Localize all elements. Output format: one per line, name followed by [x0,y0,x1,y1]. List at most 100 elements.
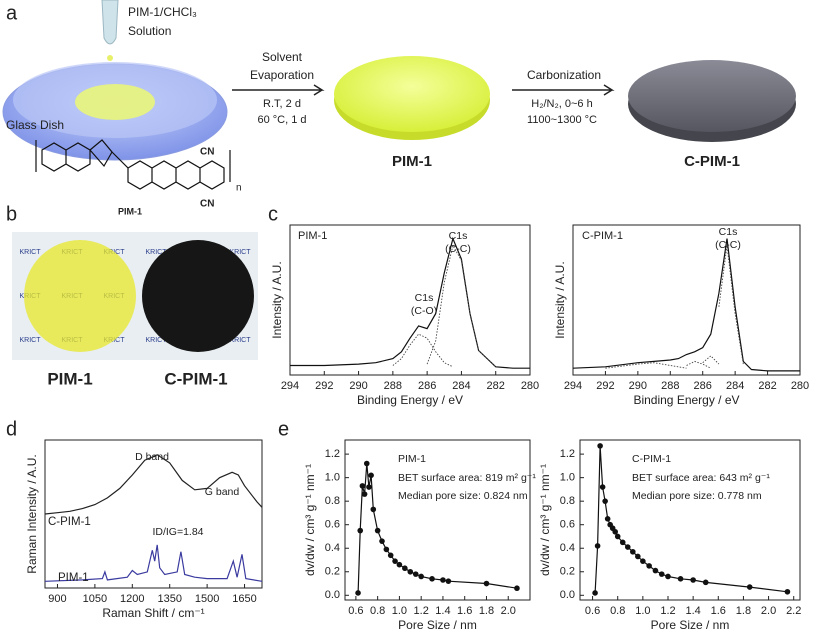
y-tick-label: 0.4 [325,542,340,554]
data-point [392,558,398,564]
logo-text: KRICT [20,337,42,344]
step-label: Evaporation [250,68,314,82]
product-label: PIM-1 [392,153,432,170]
y-axis-label: Intensity / A.U. [270,261,284,338]
x-tick-label: 286 [694,380,712,392]
y-axis-label: Raman Intensity / A.U. [25,454,39,573]
data-point [614,533,621,540]
data-point [407,568,414,575]
y-axis-label: dv/dw / cm³ g⁻¹ nm⁻¹ [303,464,317,576]
logo-text: KRICT [230,337,252,344]
data-point [658,571,665,577]
c-pim-1-film [628,60,796,132]
plot-frame [579,439,801,601]
data-point [412,571,419,577]
x-tick-label: 0.6 [585,605,600,617]
x-tick-label: 1.4 [435,605,450,617]
series-line [392,333,454,368]
y-tick-label: 0.6 [325,519,340,531]
x-axis-label: Pore Size / nm [398,618,477,632]
data-point [363,460,370,467]
data-point [619,539,626,546]
logo-text: KRICT [20,249,42,256]
data-point [635,553,641,560]
data-point [370,506,377,513]
series-line [594,445,788,593]
y-tick-label: 0.0 [560,589,575,601]
structure-label: PIM-1 [118,206,142,216]
x-tick-label: 0.6 [348,605,363,617]
series-line [572,238,800,372]
x-tick-label: 288 [384,380,402,392]
y-tick-label: 0.0 [325,589,340,601]
series-line [605,362,687,369]
annotation: Median pore size: 0.778 nm [632,490,762,502]
x-tick-label: 1.0 [392,605,407,617]
x-axis-label: Binding Energy / eV [357,393,463,407]
x-axis-label: Binding Energy / eV [633,393,739,407]
x-tick-label: 280 [791,380,809,392]
data-point [624,544,631,550]
arrow [512,84,615,96]
x-tick-label: 290 [629,380,647,392]
plot-frame [289,224,531,376]
pim-1-film [24,240,136,352]
data-point [429,576,435,582]
panel-b: b KRICTKRICTKRICTKRICTKRICTKRICTKRICTKRI… [6,203,258,388]
condition: H₂/N₂, 0~6 h [531,98,592,110]
y-tick-label: 1.0 [560,472,575,484]
structure [35,139,231,190]
x-tick-label: 2.0 [761,605,776,617]
series-line [290,236,530,369]
x-axis-label: Pore Size / nm [651,618,730,632]
data-point [602,498,608,504]
annotation: C1s [449,230,468,242]
data-point [379,538,385,544]
data-point [702,579,709,586]
series-line [44,544,263,582]
annotation: ID/IG=1.84 [152,526,203,538]
y-axis-label: dv/dw / cm³ g⁻¹ nm⁻¹ [538,464,552,576]
logo-text: KRICT [104,337,126,344]
data-point [359,483,366,489]
annotation: G band [205,486,240,498]
logo-text: KRICT [230,249,252,256]
logo-text: KRICT [146,249,168,256]
y-tick-label: 0.2 [560,566,575,578]
arrow [232,84,325,96]
solution-label: PIM-1/CHCl₃ [128,5,197,19]
data-point [746,584,753,590]
x-tick-label: 294 [281,380,299,392]
annotation: C1s [719,226,738,238]
x-tick-label: 0.8 [610,605,625,617]
panel-label: c [268,203,278,225]
step-label: Carbonization [527,68,601,82]
data-point [599,484,606,490]
x-tick-label: 1.4 [685,605,700,617]
y-tick-label: 0.4 [560,542,575,554]
data-point [366,484,372,490]
annotation: Median pore size: 0.824 nm [398,490,528,502]
condition: 60 °C, 1 d [257,114,306,126]
x-tick-label: 1200 [120,593,144,605]
series-line [426,244,497,368]
series-label: PIM-1 [58,572,89,584]
data-point [383,546,390,553]
x-tick-label: 284 [726,380,744,392]
droplet [107,55,113,61]
x-tick-label: 1.8 [736,605,751,617]
x-tick-label: 1350 [157,593,181,605]
data-point [418,573,424,580]
panel-label: b [6,203,17,225]
data-point [612,528,618,535]
x-tick-label: 292 [315,380,333,392]
x-axis-label: Raman Shift / cm⁻¹ [102,606,204,620]
data-point [630,548,636,555]
x-tick-label: 282 [758,380,776,392]
data-point [361,491,368,497]
condition: 1100~1300 °C [527,114,597,126]
data-point [652,567,659,574]
product-label: C-PIM-1 [684,153,740,170]
group-label: n [236,183,242,194]
data-point [677,576,684,582]
